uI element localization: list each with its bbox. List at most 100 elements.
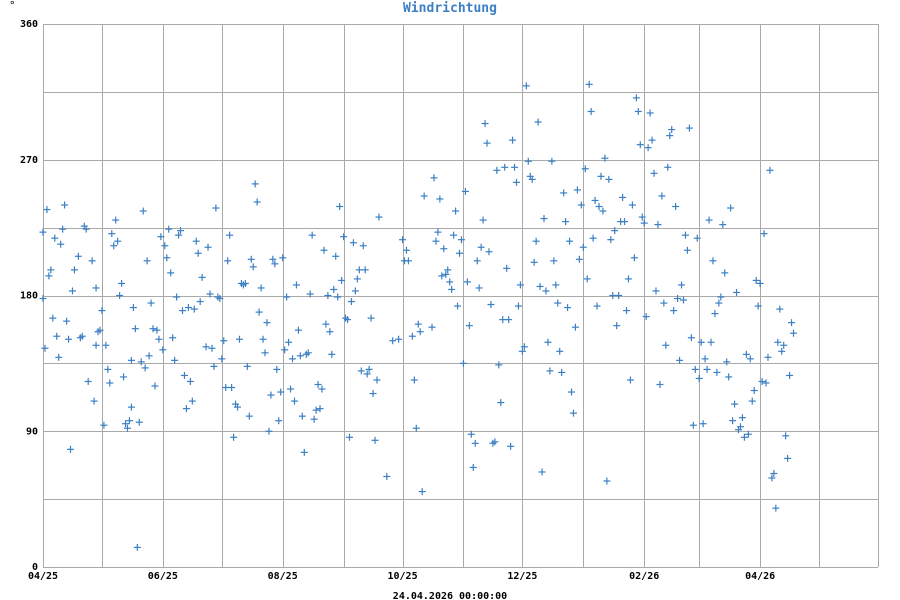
data-point xyxy=(363,370,371,378)
data-point xyxy=(736,423,744,431)
data-point xyxy=(471,439,479,447)
data-point xyxy=(666,132,674,140)
data-point xyxy=(748,397,756,405)
data-point xyxy=(711,310,719,318)
data-point xyxy=(624,275,632,283)
data-point xyxy=(357,367,365,375)
data-point xyxy=(308,231,316,239)
data-point xyxy=(344,316,352,324)
y-unit-label: ° xyxy=(9,0,16,12)
data-point xyxy=(373,376,381,384)
data-point xyxy=(587,107,595,115)
data-point xyxy=(287,385,295,393)
data-point xyxy=(292,281,300,289)
data-point xyxy=(395,335,403,343)
data-point xyxy=(269,255,277,263)
data-point xyxy=(163,254,171,262)
data-point xyxy=(281,346,289,354)
data-point xyxy=(715,299,723,307)
data-point xyxy=(306,290,314,298)
data-point xyxy=(151,382,159,390)
data-point xyxy=(216,295,224,303)
data-point xyxy=(676,356,684,364)
data-point xyxy=(520,343,528,351)
data-point xyxy=(585,80,593,88)
data-point xyxy=(316,405,324,413)
data-point xyxy=(632,94,640,102)
data-point xyxy=(190,305,198,313)
data-point xyxy=(402,246,410,254)
data-point xyxy=(503,264,511,272)
data-point xyxy=(222,384,230,392)
data-point xyxy=(133,543,141,551)
data-point xyxy=(224,257,232,265)
data-point xyxy=(430,174,438,182)
data-point xyxy=(454,302,462,310)
data-point xyxy=(723,358,731,366)
data-point xyxy=(228,384,236,392)
y-tick-label: 180 xyxy=(20,291,38,302)
data-point xyxy=(61,201,69,209)
data-point xyxy=(552,281,560,289)
data-point xyxy=(534,118,542,126)
data-point xyxy=(786,371,794,379)
data-point xyxy=(84,377,92,385)
data-point xyxy=(322,320,330,328)
data-point xyxy=(143,257,151,265)
data-point xyxy=(550,257,558,265)
data-point xyxy=(713,368,721,376)
data-point xyxy=(196,298,204,306)
data-point xyxy=(147,299,155,307)
data-point xyxy=(725,373,733,381)
y-tick-label: 270 xyxy=(20,155,38,166)
data-point xyxy=(760,230,768,238)
data-point xyxy=(776,305,784,313)
data-point xyxy=(184,304,192,312)
data-point xyxy=(57,240,65,248)
data-point xyxy=(485,248,493,256)
data-point xyxy=(340,233,348,241)
data-point xyxy=(131,325,139,333)
data-point xyxy=(257,284,265,292)
y-tick-label: 360 xyxy=(20,19,38,30)
data-point xyxy=(202,343,210,351)
data-point xyxy=(82,225,90,233)
data-point xyxy=(512,178,520,186)
data-point xyxy=(780,341,788,349)
data-point xyxy=(182,405,190,413)
data-point xyxy=(528,175,536,183)
data-point xyxy=(267,391,275,399)
data-point xyxy=(509,136,517,144)
data-point xyxy=(149,325,157,333)
data-point xyxy=(678,281,686,289)
data-point xyxy=(139,207,147,215)
data-point xyxy=(173,293,181,301)
data-point xyxy=(251,180,259,188)
data-point xyxy=(562,218,570,226)
data-point xyxy=(693,234,701,242)
data-point xyxy=(67,445,75,453)
data-point xyxy=(78,332,86,340)
data-point xyxy=(92,284,100,292)
data-point xyxy=(727,204,735,212)
data-point xyxy=(603,477,611,485)
data-point xyxy=(752,276,760,284)
data-point xyxy=(312,406,320,414)
x-tick-label: 04/26 xyxy=(745,571,775,582)
data-point xyxy=(263,319,271,327)
data-point xyxy=(646,109,654,117)
data-points xyxy=(39,80,798,551)
data-point xyxy=(467,430,475,438)
data-point xyxy=(750,387,758,395)
data-point xyxy=(436,195,444,203)
data-point xyxy=(774,338,782,346)
data-point xyxy=(51,234,59,242)
data-point xyxy=(155,335,163,343)
data-point xyxy=(770,469,778,477)
data-point xyxy=(473,257,481,265)
data-point xyxy=(623,307,631,315)
data-point xyxy=(499,316,507,324)
data-point xyxy=(548,157,556,165)
data-point xyxy=(652,287,660,295)
data-point xyxy=(383,473,391,480)
